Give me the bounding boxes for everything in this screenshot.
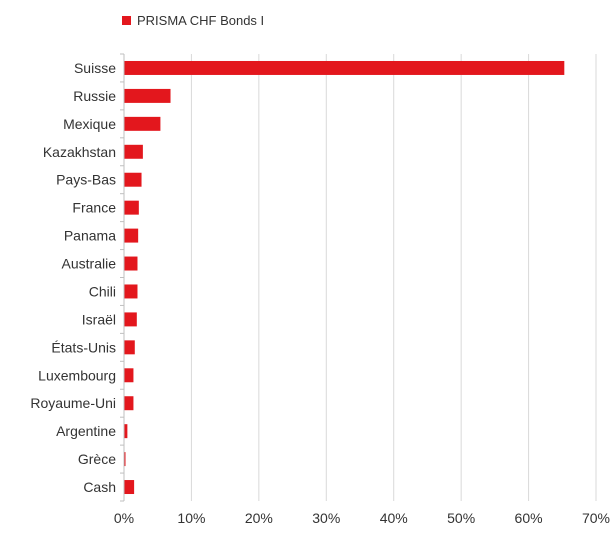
category-label: Luxembourg [38,367,116,383]
bar [124,312,137,327]
category-axis [120,53,125,502]
category-label: Royaume-Uni [30,395,116,411]
x-tick-label: 20% [245,510,273,526]
legend-swatch [122,16,131,25]
bar [124,116,161,131]
x-tick-label: 40% [380,510,408,526]
x-axis-tick-labels: 0% 10% 20% 30% 40% 50% 60% 70% [114,510,610,526]
category-label: Grèce [78,451,116,467]
bar [124,172,142,187]
bar [124,340,135,355]
category-label: Argentine [56,423,116,439]
x-tick-label: 60% [515,510,543,526]
category-label: Suisse [74,60,116,76]
category-label: Israël [82,311,116,327]
category-label: Kazakhstan [43,144,116,160]
category-label: Cash [83,479,116,495]
bar [124,368,134,383]
x-tick-label: 50% [447,510,475,526]
bar [124,396,134,411]
legend-label: PRISMA CHF Bonds I [137,13,265,28]
category-label: Panama [64,228,116,244]
bar [124,200,139,215]
category-label: Australie [62,256,117,272]
bar [124,256,138,271]
bar [124,480,135,495]
category-label: Mexique [63,116,116,132]
grid-lines [190,54,597,501]
bar [124,284,138,299]
category-label: Chili [89,283,116,299]
bar [124,228,139,243]
category-label: États-Unis [51,339,116,355]
category-label: Russie [73,88,116,104]
bar [124,60,565,75]
category-label: Pays-Bas [56,172,116,188]
x-tick-label: 10% [177,510,205,526]
bar [124,144,143,159]
bar [124,88,171,103]
bar [124,452,126,467]
category-label: France [72,200,116,216]
bar [124,424,128,439]
x-tick-label: 70% [582,510,610,526]
x-tick-label: 0% [114,510,134,526]
x-tick-label: 30% [312,510,340,526]
bars [124,60,565,495]
chart-legend: PRISMA CHF Bonds I [122,13,264,28]
category-labels: Suisse Russie Mexique Kazakhstan Pays-Bas Fra… [30,60,116,495]
